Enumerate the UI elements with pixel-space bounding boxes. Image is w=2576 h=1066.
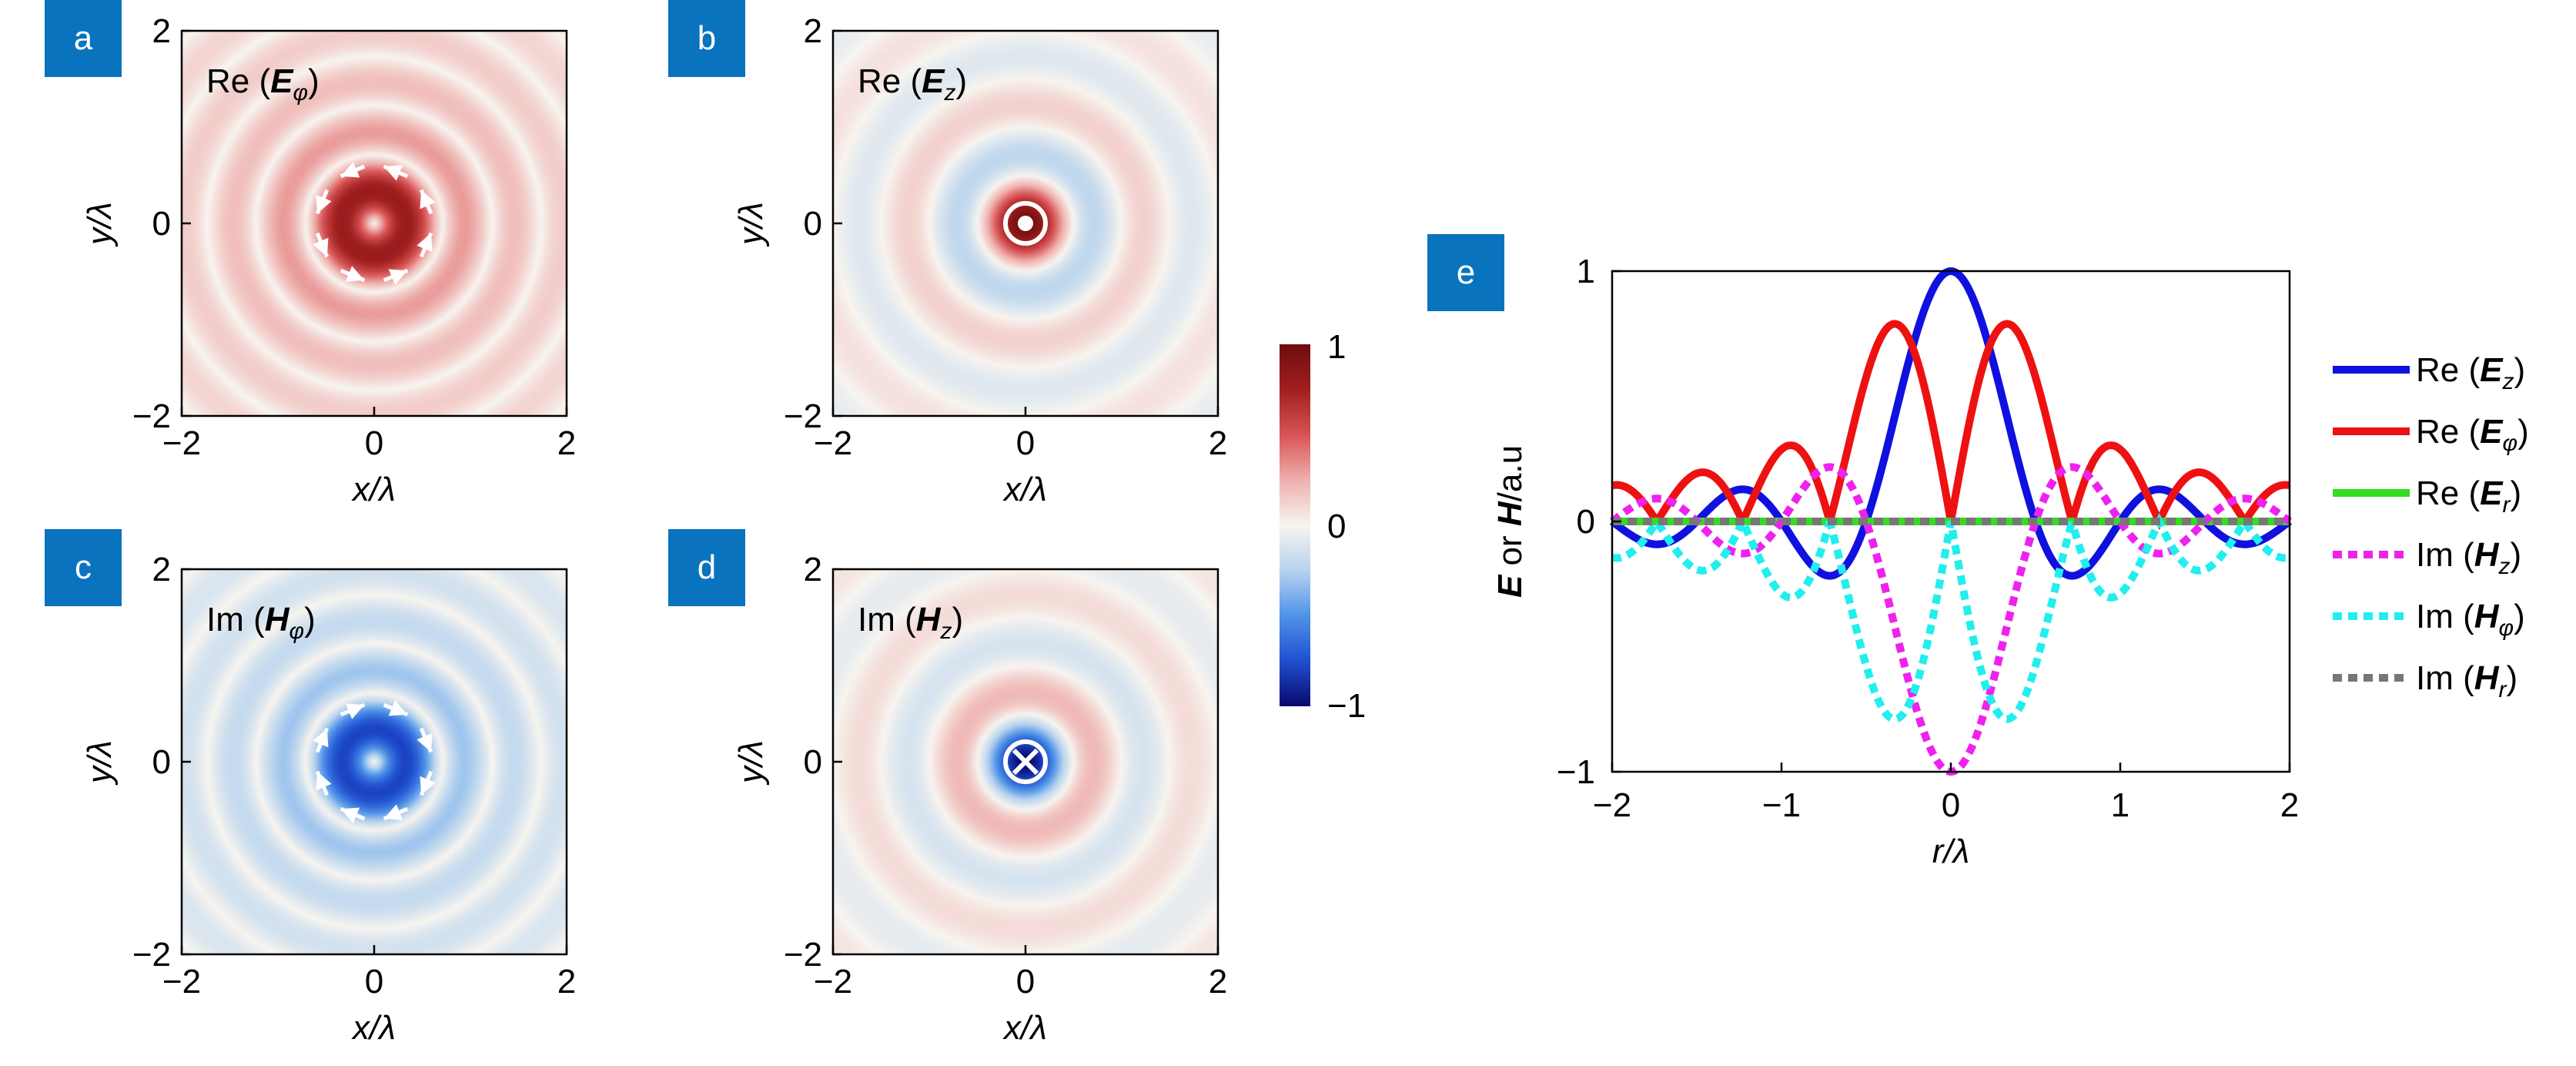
x-tick-label: −2 [162,963,201,1001]
panel-c: −2 0 2 −2 0 2 x/λ y/λ Im (Hφ) [81,551,576,1047]
heatmap-c [182,569,567,954]
panel-label-b: b [668,0,745,77]
y-axis-label: y/λ [81,740,119,786]
field-arrow-head [388,700,408,716]
x-tick-label: −2 [814,424,852,462]
legend-entry: Im (Hφ) [2416,598,2525,641]
y-tick-label: −2 [132,936,171,974]
y-tick-label: 0 [804,743,822,781]
field-arrow-head [383,804,403,820]
panel-a: −2 0 2 −2 0 2 x/λ y/λ Re (Eφ) [81,12,576,508]
field-arrow-head [388,269,408,285]
legend-entry: Re (Eφ) [2416,413,2529,456]
colorbar-tick-label: 1 [1327,328,1346,366]
x-tick-label: −2 [814,963,852,1001]
x-tick-label: 0 [1016,963,1035,1001]
x-axis-label: x/λ [1002,1009,1047,1047]
field-maps: −2 0 2 −2 0 2 x/λ y/λ Re (Eφ) −2 0 2 −2 0 2 x/λ y/λ Re (E… [81,12,1227,1047]
y-tick-label: −2 [784,936,822,974]
map-title: Re (Eφ) [206,62,319,106]
legend-entry: Im (Hr) [2416,659,2517,702]
x-tick-label: 2 [1209,424,1227,462]
map-title: Im (Hφ) [206,601,316,644]
x-tick-label: −2 [162,424,201,462]
y-tick-label: 2 [152,551,171,588]
legend-entry: Re (Ez) [2416,351,2525,394]
field-arrow-head [316,194,332,214]
field-arrow-head [417,732,433,753]
field-arrow-head [383,165,403,181]
heatmap-b [833,31,1218,416]
circulation-arrows [313,700,436,823]
y-tick-label: 0 [1577,503,1595,541]
field-arrow-head [316,771,332,791]
x-axis-label: x/λ [351,471,396,508]
colorbar-tick-label: 0 [1327,508,1346,545]
x-axis-label: x/λ [1002,471,1047,508]
field-arrow-head [345,266,365,282]
out-of-plane-marker [1003,201,1048,246]
x-tick-label: 0 [365,424,383,462]
y-tick-label: 2 [152,12,171,50]
x-tick-label: 0 [1942,786,1960,824]
circulation-arrows [313,162,436,285]
field-arrow-head [340,807,360,823]
field-arrow-head [420,189,436,210]
y-tick-label: 0 [152,743,171,781]
legend-entry: Im (Hz) [2416,536,2521,579]
x-tick-label: 2 [2280,786,2299,824]
y-tick-label: 0 [152,205,171,243]
x-tick-label: 1 [2111,786,2129,824]
out-of-plane-dot [1018,216,1033,231]
y-tick-label: 1 [1577,253,1595,290]
x-tick-label: 2 [1209,963,1227,1001]
y-axis-label: y/λ [732,740,770,786]
panel-label-c: c [45,529,122,606]
panel-label-d: d [668,529,745,606]
y-axis-label: y/λ [81,202,119,247]
x-tick-label: 0 [1016,424,1035,462]
series-line-Re_E_z [1610,266,2292,580]
x-tick-label: 2 [557,424,576,462]
x-tick-label: 2 [557,963,576,1001]
colorbar-gradient [1280,344,1310,706]
field-arrow-head [340,162,360,178]
field-arrow-head [313,728,329,748]
heatmap-a [182,31,567,416]
x-axis-label: r/λ [1932,833,1970,870]
field-arrow-head [417,233,433,253]
panel-d: −2 0 2 −2 0 2 x/λ y/λ Im (Hz) [732,551,1227,1047]
colorbar: 1 0 −1 [1280,328,1366,725]
map-title: Im (Hz) [858,601,963,644]
y-tick-label: −2 [784,397,822,435]
x-tick-label: 0 [365,963,383,1001]
x-axis-label: x/λ [351,1009,396,1047]
map-title: Re (Ez) [858,62,967,106]
series-line-Im_H_phi [1611,512,2290,723]
series-line-Re_E_phi [1611,320,2290,531]
panel-b: −2 0 2 −2 0 2 x/λ y/λ Re (Ez) [732,12,1227,508]
legend-entry: Re (Er) [2416,474,2521,518]
y-axis-label: E or H/a.u [1491,445,1529,598]
y-tick-label: −2 [132,397,171,435]
radial-profile-chart: −2 −1 0 1 210−1r/λE or H/a.uRe (Ez)Re (Eφ)Re… [1491,253,2529,870]
field-arrow-head [345,703,365,719]
y-tick-label: 0 [804,205,822,243]
panel-label-a: a [45,0,122,77]
y-axis-label: y/λ [732,202,770,247]
field-arrow-head [420,776,436,796]
y-tick-label: 2 [804,551,822,588]
y-tick-label: 2 [804,12,822,50]
field-arrow-head [313,237,329,257]
y-tick-label: −1 [1557,753,1595,791]
panel-label-e: e [1427,234,1504,311]
into-plane-marker [1003,739,1048,784]
x-tick-label: −2 [1593,786,1631,824]
into-plane-cross [1012,748,1039,776]
x-tick-label: −1 [1762,786,1801,824]
colorbar-tick-label: −1 [1327,687,1366,725]
